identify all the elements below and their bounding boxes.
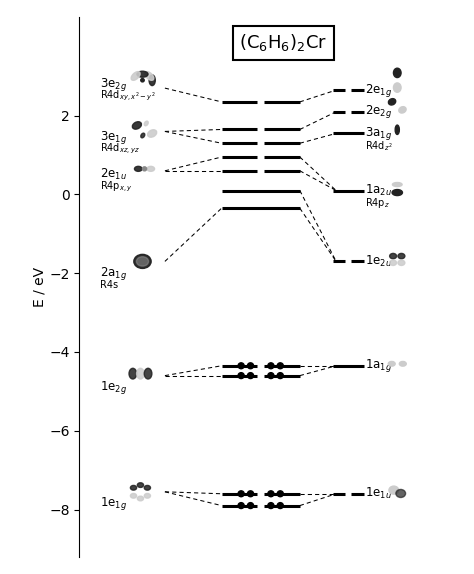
Ellipse shape [390, 253, 397, 259]
Ellipse shape [395, 125, 399, 134]
Circle shape [238, 373, 244, 379]
Circle shape [277, 373, 283, 379]
Circle shape [268, 373, 274, 379]
Circle shape [238, 491, 244, 497]
Ellipse shape [396, 490, 406, 498]
Text: 3e$_{2g}$: 3e$_{2g}$ [100, 76, 127, 92]
Text: 2e$_{1u}$: 2e$_{1u}$ [100, 167, 127, 183]
Circle shape [268, 363, 274, 369]
Ellipse shape [144, 369, 152, 379]
Text: 1a$_{2u}$: 1a$_{2u}$ [365, 183, 392, 198]
Circle shape [268, 491, 274, 497]
Ellipse shape [388, 362, 395, 366]
Ellipse shape [130, 486, 137, 490]
Ellipse shape [134, 254, 151, 269]
Text: R4s: R4s [100, 280, 118, 290]
Text: R4p$_z$: R4p$_z$ [365, 196, 390, 210]
Ellipse shape [390, 260, 397, 265]
Ellipse shape [144, 486, 150, 490]
Ellipse shape [393, 83, 401, 92]
Circle shape [277, 503, 283, 509]
Circle shape [247, 363, 254, 369]
Circle shape [277, 363, 283, 369]
Ellipse shape [137, 483, 144, 487]
Text: R4d$_{xz,yz}$: R4d$_{xz,yz}$ [100, 142, 140, 156]
Y-axis label: E / eV: E / eV [32, 267, 46, 307]
Ellipse shape [141, 133, 145, 138]
Text: R4d$_{z^2}$: R4d$_{z^2}$ [365, 139, 392, 153]
Text: 2e$_{2g}$: 2e$_{2g}$ [365, 103, 392, 120]
Ellipse shape [399, 362, 406, 366]
Ellipse shape [149, 75, 155, 86]
Circle shape [268, 503, 274, 509]
Text: 2a$_{1g}$: 2a$_{1g}$ [100, 265, 127, 282]
Text: 1e$_{1g}$: 1e$_{1g}$ [100, 495, 127, 512]
Ellipse shape [137, 369, 144, 379]
Ellipse shape [398, 253, 405, 259]
Circle shape [247, 491, 254, 497]
Text: 1a$_{1g}$: 1a$_{1g}$ [365, 357, 392, 374]
Ellipse shape [137, 257, 148, 266]
Ellipse shape [129, 369, 137, 379]
Text: R4d$_{xy,x^2-y^2}$: R4d$_{xy,x^2-y^2}$ [100, 89, 155, 103]
Text: 1e$_{2u}$: 1e$_{2u}$ [365, 254, 392, 269]
Text: 1e$_{2g}$: 1e$_{2g}$ [100, 379, 127, 396]
Ellipse shape [392, 183, 402, 187]
Ellipse shape [144, 494, 150, 498]
Ellipse shape [137, 71, 148, 77]
Ellipse shape [147, 130, 157, 137]
Circle shape [238, 503, 244, 509]
Ellipse shape [392, 189, 402, 196]
Ellipse shape [393, 68, 401, 77]
Ellipse shape [145, 72, 154, 80]
Ellipse shape [389, 486, 399, 494]
Text: (C$_6$H$_6$)$_2$Cr: (C$_6$H$_6$)$_2$Cr [239, 32, 327, 53]
Circle shape [143, 167, 146, 171]
Text: R4p$_{x,y}$: R4p$_{x,y}$ [100, 179, 133, 194]
Ellipse shape [398, 260, 405, 265]
Circle shape [247, 503, 254, 509]
Circle shape [238, 363, 244, 369]
Ellipse shape [388, 99, 396, 105]
Ellipse shape [141, 79, 144, 82]
Text: 3e$_{1g}$: 3e$_{1g}$ [100, 129, 127, 146]
Ellipse shape [131, 72, 140, 80]
Ellipse shape [147, 166, 155, 172]
Text: 1e$_{1u}$: 1e$_{1u}$ [365, 486, 392, 501]
Ellipse shape [130, 494, 137, 498]
Text: 2e$_{1g}$: 2e$_{1g}$ [365, 82, 392, 99]
Ellipse shape [132, 122, 141, 129]
Circle shape [247, 373, 254, 379]
Ellipse shape [144, 121, 148, 126]
Text: 3a$_{1g}$: 3a$_{1g}$ [365, 125, 392, 142]
Ellipse shape [135, 166, 142, 172]
Ellipse shape [399, 107, 406, 113]
Ellipse shape [137, 496, 144, 501]
Circle shape [277, 491, 283, 497]
